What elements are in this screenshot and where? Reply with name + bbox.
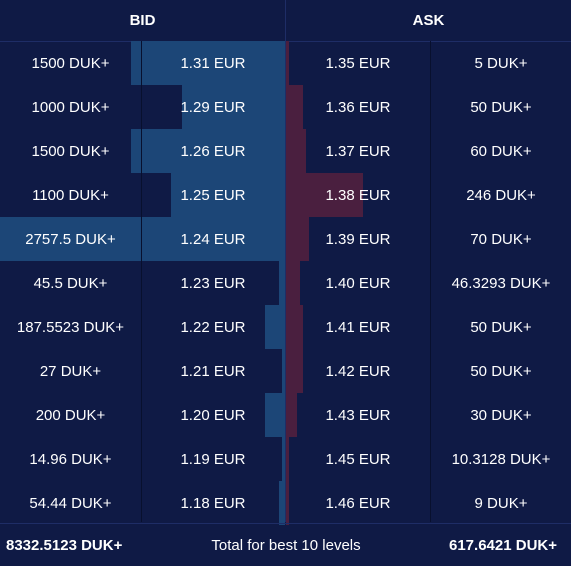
column-divider	[430, 41, 431, 522]
ask-price-cell[interactable]: 1.46 EUR	[325, 494, 391, 512]
ask-header[interactable]: ASK	[412, 12, 445, 29]
order-row[interactable]: 187.5523 DUK+ 1.22 EUR 1.41 EUR 50 DUK+	[0, 305, 571, 349]
ask-depth-bar	[286, 261, 300, 305]
column-divider	[141, 41, 142, 522]
ask-price-cell[interactable]: 1.43 EUR	[325, 406, 391, 424]
order-book-footer: 8332.5123 DUK+ Total for best 10 levels …	[0, 523, 571, 566]
bid-size-cell[interactable]: 54.44 DUK+	[29, 494, 112, 512]
bid-price-cell[interactable]: 1.18 EUR	[180, 494, 246, 512]
bid-size-cell[interactable]: 200 DUK+	[35, 406, 106, 424]
order-book-rows: 1500 DUK+ 1.31 EUR 1.35 EUR 5 DUK+ 1000 DUK+…	[0, 41, 571, 525]
ask-total: 617.6421 DUK+	[449, 536, 557, 554]
bid-price-cell[interactable]: 1.23 EUR	[180, 274, 246, 292]
ask-price-cell[interactable]: 1.45 EUR	[325, 450, 391, 468]
ask-size-cell[interactable]: 246 DUK+	[466, 186, 536, 204]
bid-price-cell[interactable]: 1.29 EUR	[180, 98, 246, 116]
ask-price-cell[interactable]: 1.35 EUR	[325, 54, 391, 72]
order-row[interactable]: 45.5 DUK+ 1.23 EUR 1.40 EUR 46.3293 DUK+	[0, 261, 571, 305]
bid-price-cell[interactable]: 1.19 EUR	[180, 450, 246, 468]
bid-total: 8332.5123 DUK+	[6, 536, 123, 554]
bid-price-cell[interactable]: 1.26 EUR	[180, 142, 246, 160]
ask-depth-bar	[286, 305, 303, 349]
ask-depth-bar	[286, 393, 297, 437]
ask-price-cell[interactable]: 1.41 EUR	[325, 318, 391, 336]
bid-depth-bar	[279, 261, 285, 305]
ask-depth-bar	[286, 41, 289, 85]
bid-size-cell[interactable]: 45.5 DUK+	[33, 274, 108, 292]
bid-depth-bar	[131, 129, 285, 173]
bid-price-cell[interactable]: 1.25 EUR	[180, 186, 246, 204]
bid-depth-bar	[282, 349, 285, 393]
total-label: Total for best 10 levels	[211, 536, 361, 554]
bid-size-cell[interactable]: 14.96 DUK+	[29, 450, 112, 468]
ask-price-cell[interactable]: 1.36 EUR	[325, 98, 391, 116]
bid-header[interactable]: BID	[0, 0, 286, 41]
ask-size-cell[interactable]: 60 DUK+	[470, 142, 532, 160]
bid-size-cell[interactable]: 1500 DUK+	[31, 142, 110, 160]
order-row[interactable]: 54.44 DUK+ 1.18 EUR 1.46 EUR 9 DUK+	[0, 481, 571, 525]
bid-price-cell[interactable]: 1.24 EUR	[180, 230, 246, 248]
order-row[interactable]: 200 DUK+ 1.20 EUR 1.43 EUR 30 DUK+	[0, 393, 571, 437]
order-row[interactable]: 1500 DUK+ 1.31 EUR 1.35 EUR 5 DUK+	[0, 41, 571, 85]
ask-size-cell[interactable]: 5 DUK+	[474, 54, 528, 72]
order-row[interactable]: 14.96 DUK+ 1.19 EUR 1.45 EUR 10.3128 DUK+	[0, 437, 571, 481]
ask-price-cell[interactable]: 1.38 EUR	[325, 186, 391, 204]
bid-size-cell[interactable]: 1500 DUK+	[31, 54, 110, 72]
bid-size-cell[interactable]: 2757.5 DUK+	[25, 230, 116, 248]
bid-depth-bar	[171, 173, 285, 217]
order-row[interactable]: 1000 DUK+ 1.29 EUR 1.36 EUR 50 DUK+	[0, 85, 571, 129]
ask-size-cell[interactable]: 10.3128 DUK+	[451, 450, 551, 468]
bid-depth-bar	[265, 305, 285, 349]
bid-size-cell[interactable]: 187.5523 DUK+	[16, 318, 125, 336]
ask-price-cell[interactable]: 1.40 EUR	[325, 274, 391, 292]
bid-price-cell[interactable]: 1.22 EUR	[180, 318, 246, 336]
ask-depth-bar	[286, 437, 289, 481]
bid-size-cell[interactable]: 1100 DUK+	[32, 186, 109, 204]
ask-price-cell[interactable]: 1.37 EUR	[325, 142, 391, 160]
ask-depth-bar	[286, 85, 303, 129]
bid-size-cell[interactable]: 27 DUK+	[39, 362, 102, 380]
ask-size-cell[interactable]: 50 DUK+	[470, 362, 532, 380]
bid-depth-bar	[279, 481, 285, 525]
bid-depth-bar	[131, 41, 285, 85]
order-book-header: BID ASK	[0, 0, 571, 42]
ask-size-cell[interactable]: 9 DUK+	[474, 494, 528, 512]
ask-size-cell[interactable]: 50 DUK+	[470, 318, 532, 336]
ask-price-cell[interactable]: 1.39 EUR	[325, 230, 391, 248]
ask-depth-bar	[286, 349, 303, 393]
order-row[interactable]: 1100 DUK+ 1.25 EUR 1.38 EUR 246 DUK+	[0, 173, 571, 217]
ask-depth-bar	[286, 129, 306, 173]
order-row[interactable]: 27 DUK+ 1.21 EUR 1.42 EUR 50 DUK+	[0, 349, 571, 393]
ask-size-cell[interactable]: 30 DUK+	[470, 406, 532, 424]
ask-size-cell[interactable]: 46.3293 DUK+	[451, 274, 551, 292]
ask-depth-bar	[286, 217, 309, 261]
ask-depth-bar	[286, 173, 363, 217]
bid-depth-bar	[0, 217, 285, 261]
bid-depth-bar	[265, 393, 285, 437]
order-row[interactable]: 1500 DUK+ 1.26 EUR 1.37 EUR 60 DUK+	[0, 129, 571, 173]
bid-depth-bar	[282, 437, 285, 481]
bid-price-cell[interactable]: 1.21 EUR	[180, 362, 246, 380]
ask-depth-bar	[286, 481, 289, 525]
ask-price-cell[interactable]: 1.42 EUR	[325, 362, 391, 380]
bid-size-cell[interactable]: 1000 DUK+	[31, 98, 110, 116]
bid-depth-bar	[182, 85, 285, 129]
ask-size-cell[interactable]: 50 DUK+	[470, 98, 532, 116]
bid-price-cell[interactable]: 1.20 EUR	[180, 406, 246, 424]
bid-price-cell[interactable]: 1.31 EUR	[180, 54, 246, 72]
side-divider	[285, 41, 286, 522]
ask-size-cell[interactable]: 70 DUK+	[470, 230, 532, 248]
order-row[interactable]: 2757.5 DUK+ 1.24 EUR 1.39 EUR 70 DUK+	[0, 217, 571, 261]
